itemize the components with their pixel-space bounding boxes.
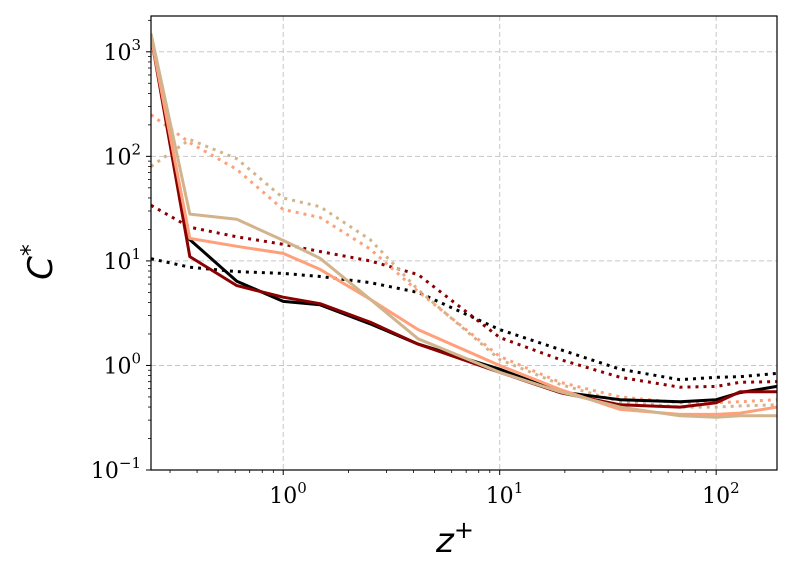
y-tick-base: 10 [103,145,131,170]
series-line-darkred-solid [151,36,777,409]
x-tick-base: 10 [269,484,297,509]
y-tick-label: 102 [103,140,141,170]
x-tick-base: 10 [486,484,514,509]
x-axis-label-sup: + [454,516,474,544]
series-line-salmon-dotted [151,113,777,405]
y-tick-exp: 3 [131,36,141,54]
y-tick-exp: 2 [131,140,141,158]
y-tick-label: 10−1 [91,454,141,484]
y-tick-label: 101 [103,245,141,275]
series-line-tan-solid [151,33,777,419]
plot-frame [150,15,778,471]
y-tick-label: 103 [103,36,141,66]
y-axis-label-sup: * [16,244,44,256]
y-axis-label: C* [16,244,61,280]
x-axis-label-base: z [435,521,455,561]
y-tick-base: 10 [103,250,131,275]
y-tick-base: 10 [103,41,131,66]
x-tick-label: 100 [269,479,307,509]
y-axis-label-base: C [21,256,61,280]
series-line-darkred-dotted [151,203,777,389]
x-tick-base: 10 [702,484,730,509]
x-tick-exp: 2 [730,479,740,497]
x-tick-label: 101 [486,479,524,509]
series-line-salmon-solid [151,36,777,416]
series-line-black-solid [151,36,777,404]
series-lines [151,33,777,419]
x-tick-label: 102 [702,479,740,509]
x-tick-exp: 1 [514,479,524,497]
y-tick-base: 10 [91,459,119,484]
y-tick-exp: −1 [119,454,141,472]
y-tick-base: 10 [103,354,131,379]
y-tick-label: 100 [103,349,141,379]
x-tick-exp: 0 [297,479,307,497]
x-axis-label: z+ [435,516,474,561]
series-line-tan-dotted [151,138,777,409]
y-tick-exp: 0 [131,349,141,367]
y-tick-exp: 1 [131,245,141,263]
series-line-black-dotted [151,257,777,382]
